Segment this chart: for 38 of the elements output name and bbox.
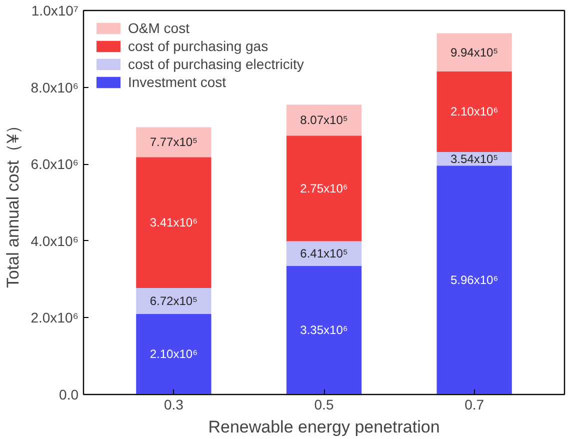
bar [436, 33, 512, 72]
legend-label: O&M cost [128, 20, 190, 36]
data-label: 3.54x10⁵ [450, 152, 498, 166]
x-tick-label: 0.7 [464, 396, 484, 412]
data-label: 9.94x10⁵ [450, 45, 498, 60]
legend-label: cost of purchasing electricity [128, 56, 304, 72]
y-tick-label: 4.0x10⁶ [30, 232, 78, 249]
y-axis-title: Total annual cost（¥） [4, 116, 23, 288]
bar [136, 127, 212, 158]
data-label: 6.41x10⁵ [300, 246, 348, 261]
legend-label: Investment cost [128, 74, 226, 90]
data-label: 2.10x10⁶ [450, 104, 498, 119]
data-label: 3.35x10⁶ [300, 323, 348, 338]
x-tick-label: 0.5 [314, 396, 334, 412]
bar [136, 288, 212, 314]
data-label: 7.77x10⁵ [150, 135, 198, 150]
bar [286, 241, 362, 266]
data-label: 2.75x10⁶ [300, 181, 348, 196]
bar [436, 166, 512, 394]
y-tick-label: 2.0x10⁶ [30, 310, 78, 326]
bar [286, 104, 362, 136]
legend-label: cost of purchasing gas [128, 38, 268, 54]
bar [286, 136, 362, 242]
data-label: 8.07x10⁵ [300, 113, 348, 128]
data-label: 5.96x10⁶ [450, 273, 498, 288]
y-tick-label: 1.0x10⁷ [31, 2, 79, 18]
data-label: 3.41x10⁶ [150, 216, 198, 230]
y-tick-label: 6.0x10⁶ [30, 156, 78, 172]
bar [136, 157, 212, 288]
data-label: 6.72x10⁵ [150, 294, 198, 308]
x-tick-label: 0.3 [164, 396, 184, 412]
bar [436, 71, 512, 152]
x-axis-title: Renewable energy penetration [208, 418, 440, 436]
data-label: 2.10x10⁶ [150, 347, 198, 362]
y-tick-label: 8.0x10⁶ [30, 79, 78, 96]
bar [136, 314, 212, 394]
bar [286, 266, 362, 394]
y-tick-label: 0.0 [59, 386, 79, 402]
